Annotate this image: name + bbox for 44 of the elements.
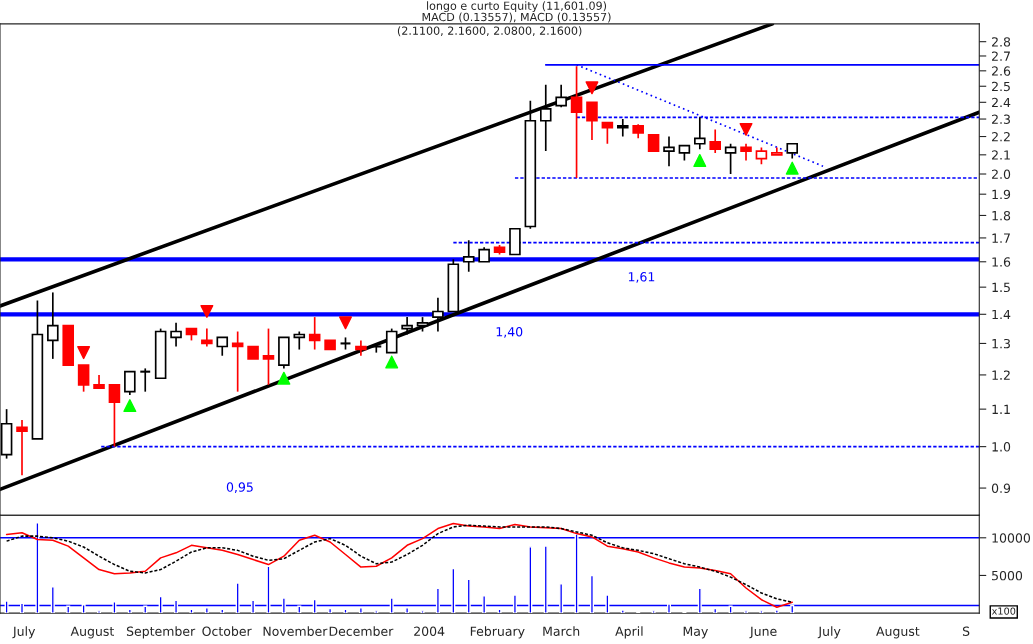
x-tick-label: March — [543, 626, 580, 636]
y-tick-label: 2.4 — [992, 97, 1011, 108]
x-tick-label: December — [329, 626, 394, 636]
x-tick-label: April — [615, 626, 643, 639]
y-tick-label: 1.1 — [992, 404, 1010, 414]
y-tick-label: 2.1 — [992, 150, 1010, 160]
y-tick-label: 2.6 — [992, 66, 1011, 76]
y-tick-label: 0.9 — [991, 483, 1011, 493]
y-tick-label: 1.6 — [992, 257, 1011, 267]
x-tick-label: February — [470, 626, 525, 639]
x-tick-label: August — [70, 626, 114, 639]
y-tick-label: 5000 — [992, 570, 1023, 581]
chart-title: (2.1100, 2.1600, 2.0800, 2.1600) — [397, 26, 582, 37]
y-tick-label: 2.5 — [992, 81, 1010, 92]
y-tick-label: 1.7 — [992, 233, 1010, 243]
x-tick-label: June — [749, 626, 777, 639]
x-tick-label: July — [817, 626, 841, 639]
text: longo e curto Equity (11,601.09) — [427, 1, 607, 13]
x-tick-label: S — [962, 626, 970, 636]
x-tick-label: 2004 — [414, 626, 445, 636]
y-tick-label: 10000 — [992, 533, 1031, 543]
y-tick-label: 2.2 — [992, 132, 1010, 142]
y-tick-label: 1.8 — [992, 210, 1011, 221]
y-tick-label: 1.0 — [992, 442, 1011, 452]
ref-line-label: 1,40 — [496, 327, 523, 338]
y-tick-label: 1.4 — [992, 309, 1011, 320]
x-tick-label: October — [202, 626, 252, 636]
y-tick-label: 1.9 — [992, 189, 1011, 200]
y-tick-label: 2.3 — [992, 114, 1010, 124]
x-tick-label: November — [263, 626, 328, 636]
x-tick-label: May — [683, 626, 708, 639]
y-axis-title: x100 — [991, 607, 1016, 615]
ref-line-label: 1,61 — [628, 272, 655, 283]
x-tick-label: August — [876, 626, 920, 639]
y-tick-label: 1.5 — [992, 282, 1010, 293]
text: MACD (0.13557), MACD (0.13557) — [422, 12, 611, 23]
y-tick-label: 1.2 — [992, 370, 1010, 380]
annotation: 0,95 — [226, 482, 253, 494]
y-tick-label: 1.3 — [992, 338, 1010, 349]
x-tick-label: July — [12, 626, 36, 639]
y-tick-label: 2.7 — [992, 51, 1010, 61]
y-tick-label: 2.0 — [992, 169, 1011, 179]
y-tick-label: 2.8 — [992, 37, 1011, 47]
x-tick-label: September — [126, 626, 196, 639]
